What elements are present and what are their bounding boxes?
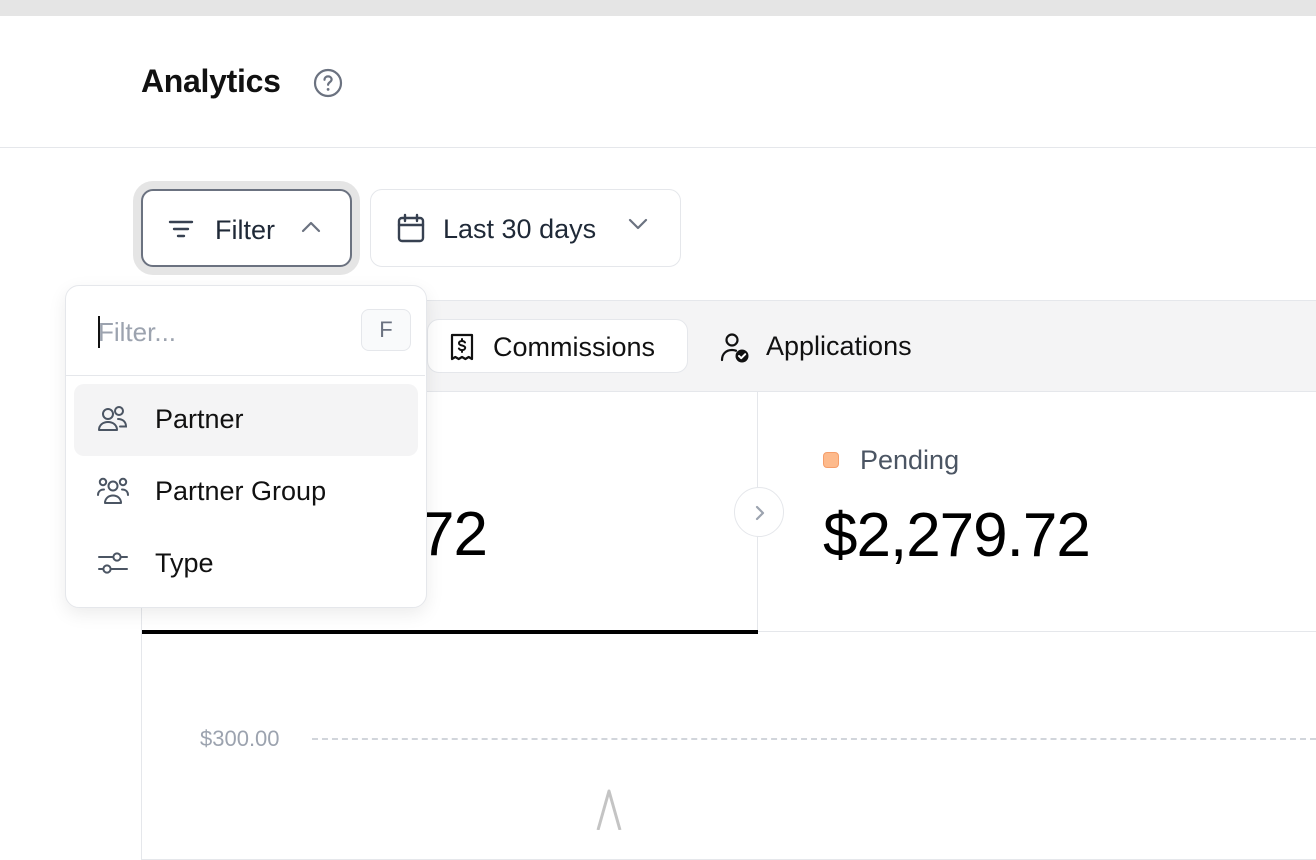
question-circle-icon[interactable]: [313, 68, 343, 98]
filter-search-input[interactable]: [98, 314, 348, 350]
chevron-right-icon: [755, 505, 765, 521]
tab-applications[interactable]: Applications: [718, 319, 958, 373]
tab-commissions-label: Commissions: [493, 332, 656, 362]
page-title: Analytics: [141, 63, 281, 99]
metric-next-button[interactable]: [734, 487, 784, 537]
filter-option-label: Type: [155, 548, 214, 578]
chevron-up-icon: [301, 221, 321, 233]
text-caret: [98, 316, 100, 348]
users-group-icon: [97, 477, 129, 504]
chart-area: [142, 633, 1316, 830]
dropdown-divider: [66, 375, 425, 376]
filter-option-partner[interactable]: Partner: [74, 384, 418, 456]
chevron-down-icon: [628, 218, 648, 230]
pending-label: Pending: [860, 445, 960, 475]
users-icon: [98, 406, 128, 431]
metric-total-value: 72: [420, 500, 488, 569]
window-top-bar: [0, 0, 1316, 16]
metric-selected-underline: [142, 629, 758, 634]
filter-option-label: Partner Group: [155, 476, 327, 506]
filter-shortcut-key: F: [361, 309, 411, 351]
filter-option-label: Partner: [155, 404, 244, 434]
sliders-icon: [98, 552, 128, 574]
tab-commissions[interactable]: Commissions: [427, 319, 688, 373]
chart-line-peak: [596, 789, 622, 830]
filter-option-type[interactable]: Type: [74, 528, 418, 600]
y-axis-tick-label: $300.00: [200, 726, 280, 751]
tab-applications-label: Applications: [766, 331, 912, 361]
receipt-dollar-icon: [450, 333, 474, 361]
filter-lines-icon: [168, 220, 194, 238]
filter-option-partner-group[interactable]: Partner Group: [74, 456, 418, 528]
chart-gridline: [312, 738, 1316, 740]
calendar-icon: [397, 213, 425, 243]
page-header: Analytics: [0, 16, 1316, 148]
filter-dropdown: F Partner Partner Group Type: [65, 285, 427, 608]
date-range-button[interactable]: Last 30 days: [370, 189, 681, 267]
user-check-icon: [720, 333, 749, 363]
pending-value: $2,279.72: [823, 501, 1091, 570]
pending-color-swatch: [823, 452, 839, 468]
filter-button-label: Filter: [215, 215, 275, 245]
filter-button[interactable]: Filter: [141, 189, 352, 267]
date-range-label: Last 30 days: [443, 214, 597, 244]
